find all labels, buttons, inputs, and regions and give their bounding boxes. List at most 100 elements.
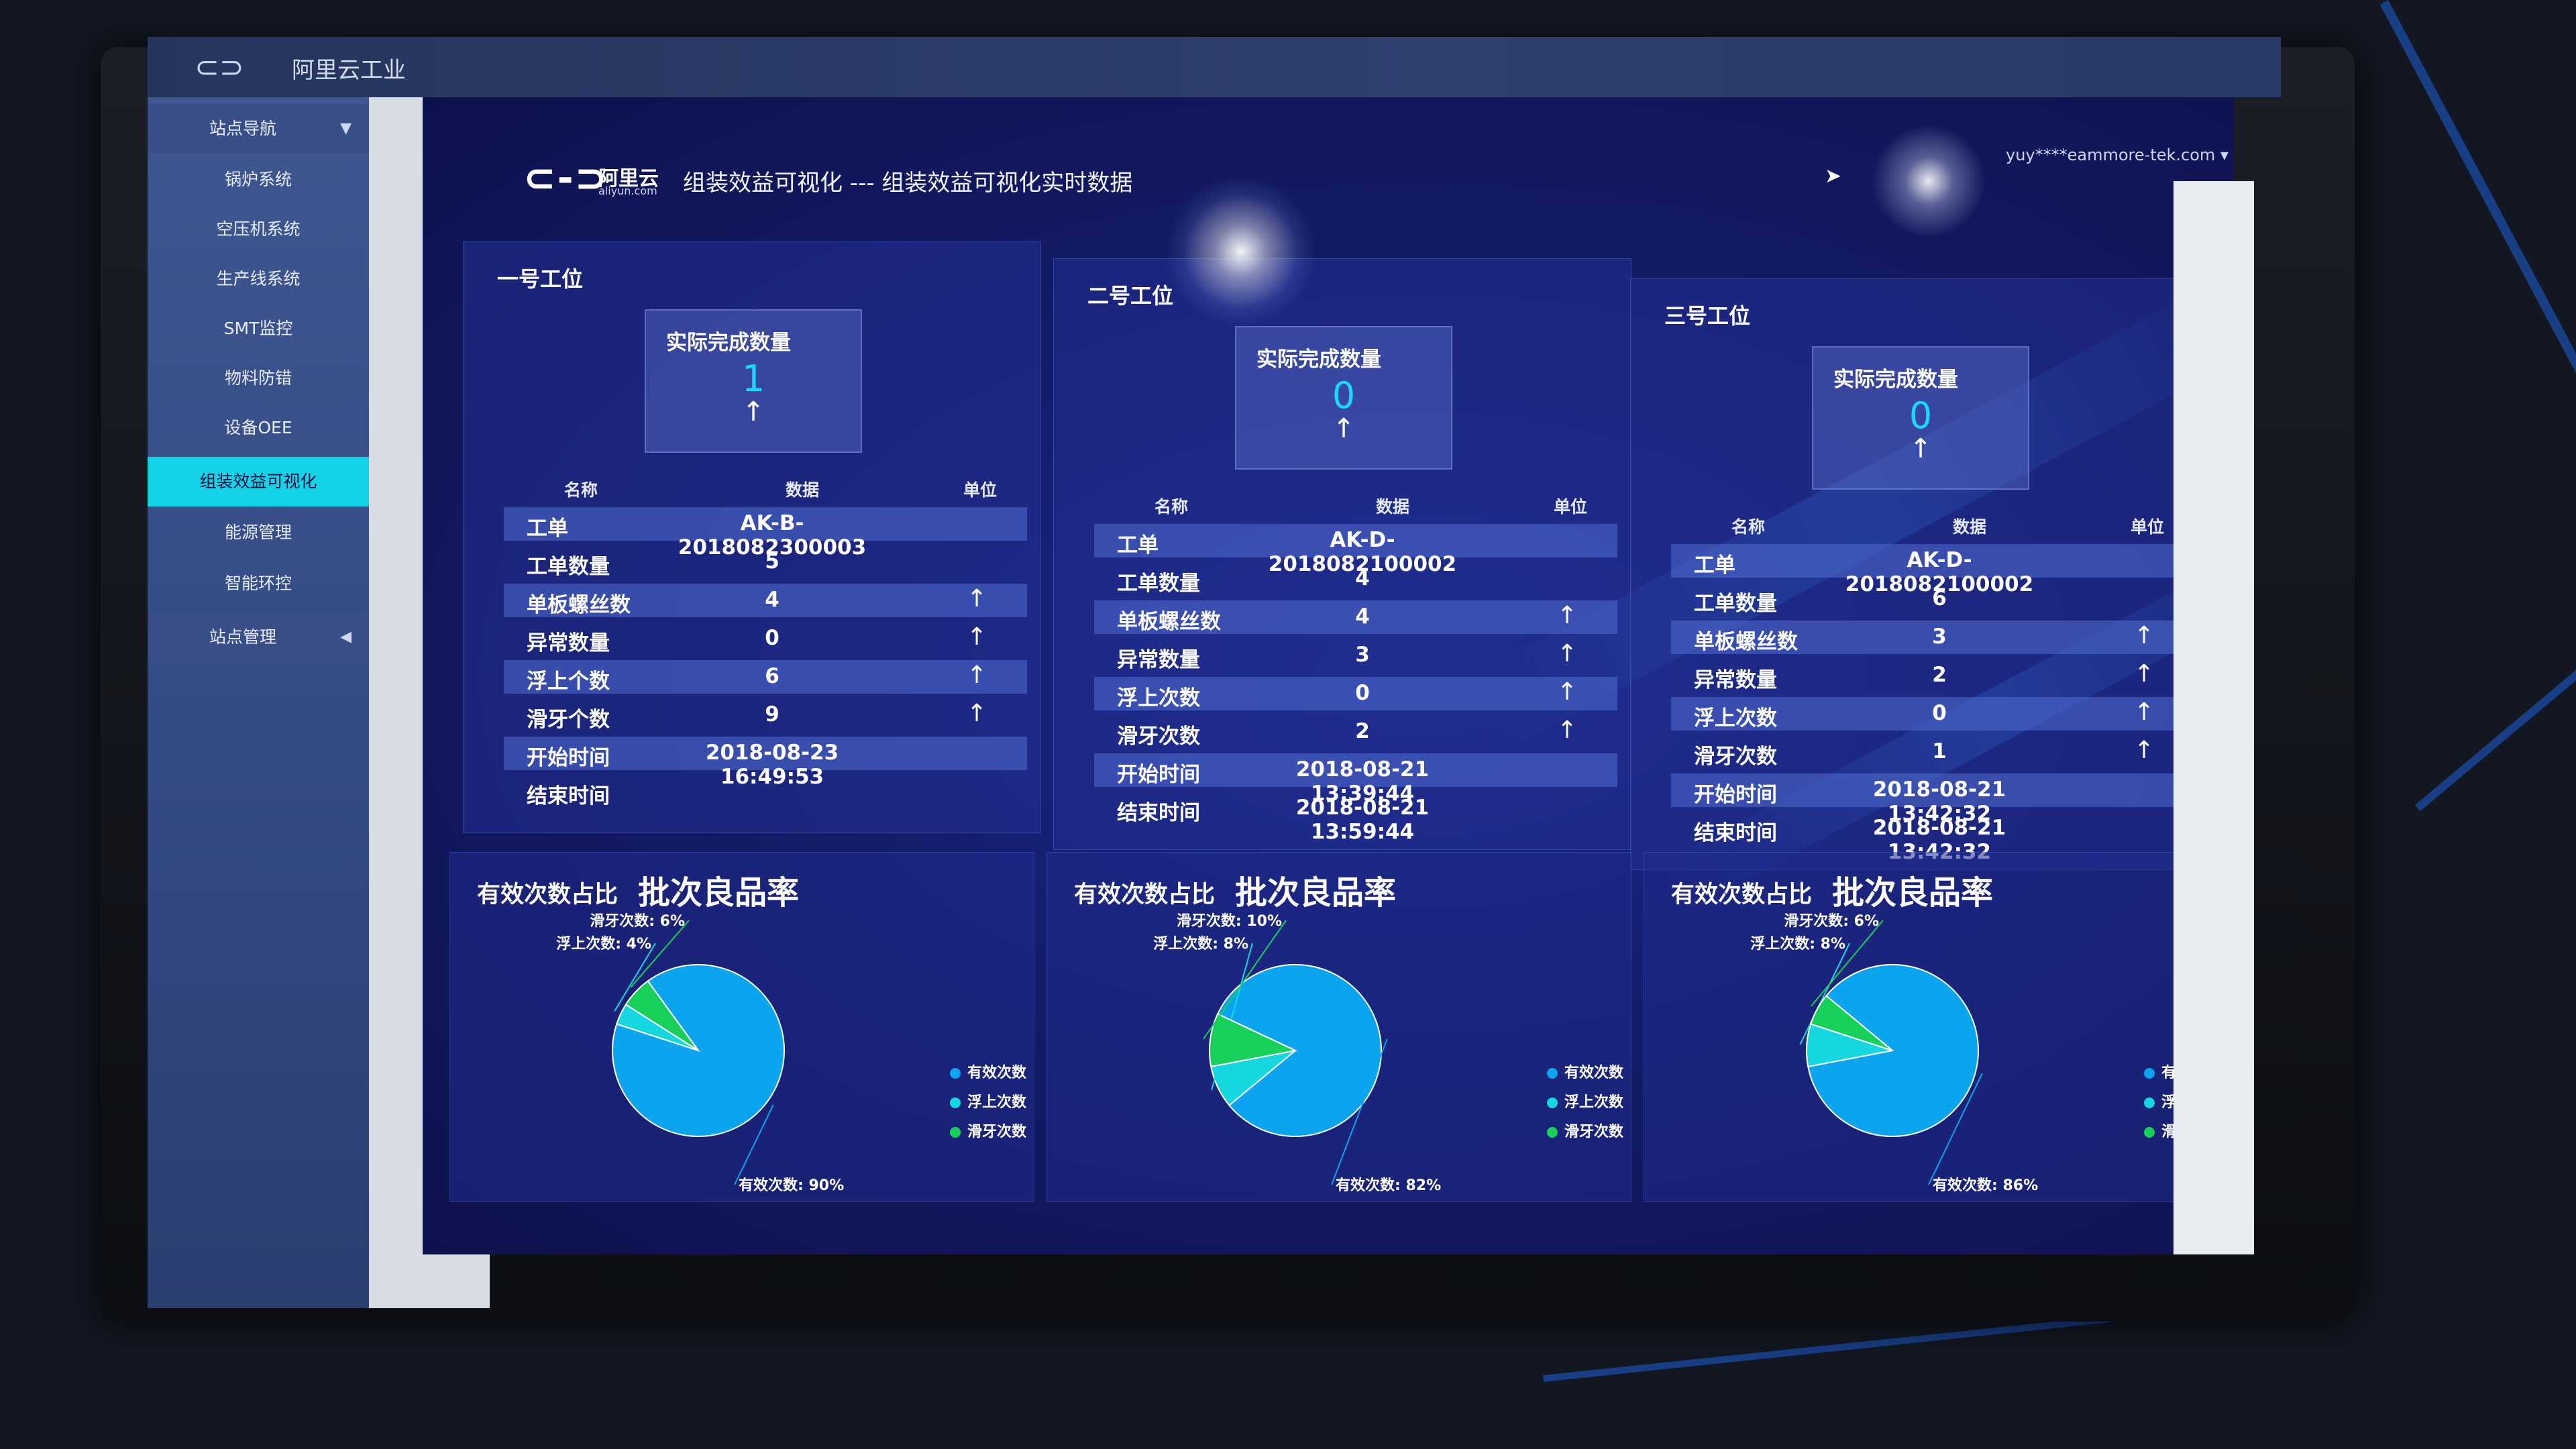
row-value: 9 bbox=[765, 702, 780, 727]
sidebar-item-energy[interactable]: 能源管理 bbox=[224, 523, 292, 542]
user-account[interactable]: yuy****eammore-tek.com ▾ bbox=[2006, 146, 2229, 164]
arrow-up-icon: ↑ bbox=[1332, 413, 1355, 444]
chevron-down-icon: ▼ bbox=[340, 120, 352, 137]
table-row: 浮上个数 6 ↑ bbox=[504, 660, 1027, 694]
kpi-value: 1 bbox=[741, 358, 765, 400]
row-name: 异常数量 bbox=[527, 631, 610, 655]
row-unit: ↑ bbox=[2134, 698, 2155, 726]
row-value: AK-D-2018082100002 bbox=[1268, 528, 1457, 576]
row-value: 2018-08-21 13:59:44 bbox=[1295, 796, 1430, 844]
station-panel-2: 二号工位 实际完成数量 0 ↑ 名称 数据 单位 工单 AK-D-20180821… bbox=[1053, 258, 1631, 850]
station-title: 一号工位 bbox=[497, 266, 584, 292]
table-row: 工单 AK-D-2018082100002 bbox=[1671, 544, 2194, 596]
chevron-left-icon: ◀ bbox=[340, 629, 352, 645]
row-name: 结束时间 bbox=[1694, 821, 1777, 845]
sidebar-item-assembly-visual[interactable]: 组装效益可视化 bbox=[148, 457, 369, 506]
user-email: yuy****eammore-tek.com bbox=[2006, 146, 2216, 164]
sidebar-item-air-compressor[interactable]: 空压机系统 bbox=[216, 219, 301, 239]
row-unit: ↑ bbox=[1557, 640, 1578, 667]
pie-slice[interactable] bbox=[1807, 964, 1979, 1137]
table-row: 浮上次数 0 ↑ bbox=[1671, 697, 2194, 731]
row-name: 滑牙个数 bbox=[527, 708, 610, 732]
kpi-label: 实际完成数量 bbox=[1833, 368, 1958, 392]
row-name: 结束时间 bbox=[1117, 801, 1200, 825]
aliyun-logo-text: 阿里云 bbox=[598, 167, 659, 191]
pie-data-label: 滑牙次数: 10% bbox=[1177, 912, 1282, 930]
pie-chart: 有效次数: 90% 浮上次数: 4% 滑牙次数: 6% bbox=[556, 912, 844, 1194]
column-header-data: 数据 bbox=[1953, 517, 1987, 537]
row-name: 开始时间 bbox=[1694, 783, 1777, 807]
legend-item[interactable]: 滑牙次数 bbox=[950, 1120, 1026, 1141]
row-name: 异常数量 bbox=[1117, 648, 1200, 672]
legend-item[interactable]: 浮上次数 bbox=[950, 1090, 1026, 1112]
table-row: 异常数量 0 ↑ bbox=[504, 622, 1027, 655]
pie-data-label: 滑牙次数: 6% bbox=[1784, 912, 1879, 930]
label-leader-line bbox=[1928, 1073, 1983, 1185]
table-row: 工单数量 5 bbox=[504, 545, 1027, 579]
row-name: 工单数量 bbox=[527, 555, 610, 579]
pie-data-label: 浮上次数: 8% bbox=[1750, 935, 1845, 953]
kpi-completed: 实际完成数量 0 ↑ bbox=[1235, 326, 1452, 470]
app-topbar: ⊂⊃ 阿里云工业 bbox=[148, 37, 2281, 97]
row-name: 单板螺丝数 bbox=[1117, 610, 1221, 634]
row-value: 5 bbox=[765, 549, 780, 574]
table-row: 工单 AK-D-2018082100002 bbox=[1094, 524, 1617, 576]
sidebar-group-site-nav[interactable]: 站点导航 ▼ bbox=[148, 104, 369, 154]
row-value: 2 bbox=[1932, 663, 1947, 687]
legend-label: 滑牙次数 bbox=[1564, 1124, 1624, 1140]
table-row: 结束时间 2018-08-21 13:59:44 bbox=[1094, 792, 1617, 844]
sidebar-group-site-manage[interactable]: 站点管理 ◀ bbox=[148, 612, 369, 662]
legend-swatch bbox=[2144, 1097, 2155, 1108]
mouse-cursor-icon: ➤ bbox=[1825, 164, 1842, 188]
legend-swatch bbox=[950, 1068, 961, 1079]
legend-item[interactable]: 有效次数 bbox=[1547, 1061, 1623, 1082]
row-name: 工单数量 bbox=[1117, 572, 1200, 596]
column-header-name: 名称 bbox=[564, 480, 598, 500]
sidebar-item-smt[interactable]: SMT监控 bbox=[223, 319, 293, 338]
legend-swatch bbox=[1547, 1068, 1558, 1079]
row-name: 浮上次数 bbox=[1694, 706, 1777, 731]
background-light-line bbox=[2379, 0, 2576, 419]
table-row: 异常数量 3 ↑ bbox=[1094, 639, 1617, 672]
row-unit: ↑ bbox=[967, 585, 987, 612]
sidebar-item-material[interactable]: 物料防错 bbox=[224, 368, 292, 388]
row-unit: ↑ bbox=[1557, 678, 1578, 706]
background-light-line bbox=[1543, 1311, 2145, 1382]
table-row: 滑牙次数 2 ↑ bbox=[1094, 715, 1617, 749]
row-name: 浮上个数 bbox=[527, 669, 610, 694]
row-value: 3 bbox=[1932, 625, 1947, 649]
label-leader-line bbox=[1799, 943, 1850, 1045]
pie-slice[interactable] bbox=[1810, 995, 1893, 1051]
pie-slice[interactable] bbox=[1209, 1013, 1298, 1068]
sidebar-item-environment[interactable]: 智能环控 bbox=[224, 574, 292, 593]
table-row: 滑牙个数 9 ↑ bbox=[504, 698, 1027, 732]
row-value: 6 bbox=[765, 664, 780, 688]
legend-item[interactable]: 有效次数 bbox=[950, 1061, 1026, 1082]
pie-slice[interactable] bbox=[1216, 964, 1382, 1137]
chart-subtitle: 有效次数占比 bbox=[1671, 881, 1813, 908]
label-leader-line bbox=[734, 1104, 774, 1185]
kpi-label: 实际完成数量 bbox=[1256, 347, 1381, 372]
sidebar-item-production-line[interactable]: 生产线系统 bbox=[216, 269, 301, 288]
row-name: 工单数量 bbox=[1694, 592, 1777, 616]
row-unit: ↑ bbox=[967, 623, 987, 651]
row-name: 结束时间 bbox=[527, 784, 610, 808]
sidebar-item-oee[interactable]: 设备OEE bbox=[224, 418, 292, 437]
column-header-unit: 单位 bbox=[2131, 517, 2165, 537]
table-row: 开始时间 2018-08-23 16:49:53 bbox=[504, 737, 1027, 789]
chart-panel-2: 有效次数占比 批次良品率 有效次数: 82% 浮上次数: 8% 滑牙次数: 10% … bbox=[1046, 852, 1631, 1202]
row-name: 工单 bbox=[1117, 533, 1159, 557]
pie-slice[interactable] bbox=[625, 980, 699, 1051]
legend-item[interactable]: 浮上次数 bbox=[1547, 1090, 1623, 1112]
page-title: 组装效益可视化 --- 组装效益可视化实时数据 bbox=[683, 170, 1133, 197]
sidebar-item-boiler[interactable]: 锅炉系统 bbox=[224, 170, 292, 189]
legend-swatch bbox=[2144, 1068, 2155, 1079]
row-value: AK-B-2018082300003 bbox=[678, 511, 867, 559]
row-name: 开始时间 bbox=[1117, 763, 1200, 787]
station-title: 二号工位 bbox=[1087, 283, 1174, 309]
content-edge bbox=[2174, 181, 2254, 1254]
legend-item[interactable]: 滑牙次数 bbox=[1547, 1120, 1623, 1141]
row-value: 0 bbox=[1355, 681, 1370, 705]
sidebar: 站点导航 ▼ 锅炉系统 空压机系统 生产线系统 SMT监控 物料防错 设备OEE… bbox=[148, 97, 369, 1308]
chart-title: 批次良品率 bbox=[1832, 874, 1994, 912]
